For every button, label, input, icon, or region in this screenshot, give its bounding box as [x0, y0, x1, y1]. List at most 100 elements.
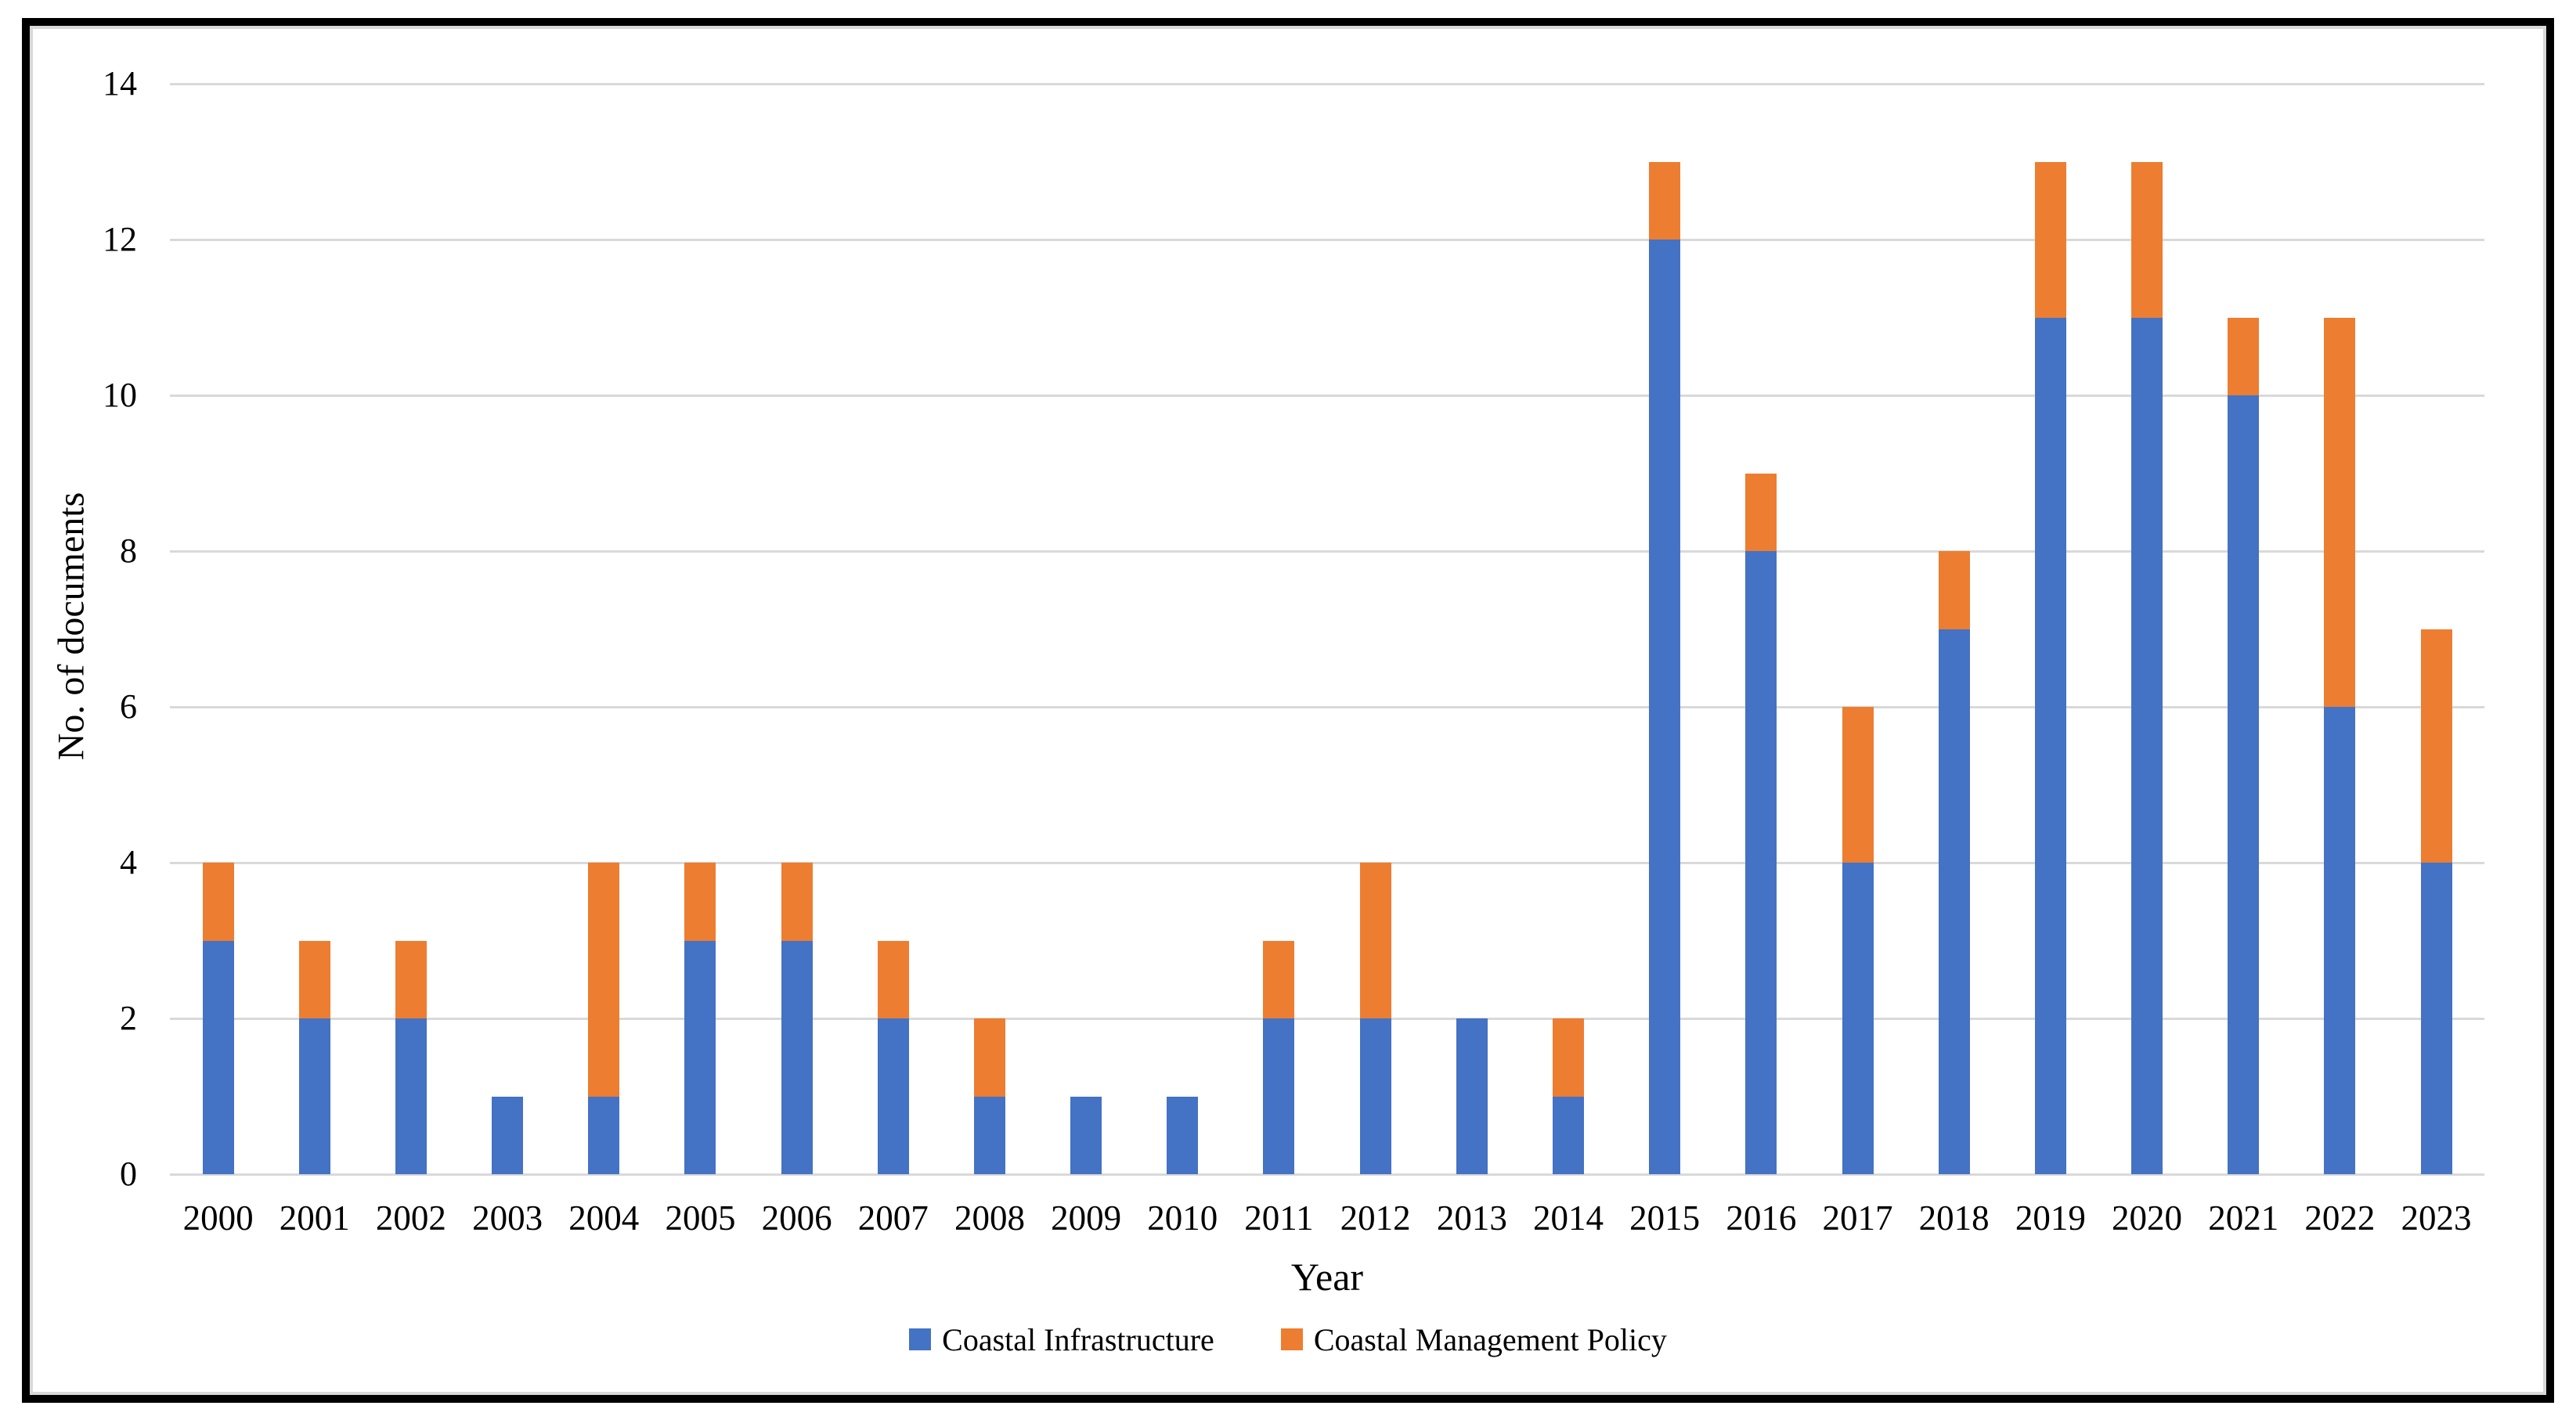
x-tick-label-2004: 2004 [568, 1198, 640, 1238]
bar-segment-policy-2001 [298, 940, 330, 1018]
x-tick-label-2001: 2001 [279, 1198, 350, 1238]
x-tick-label-2014: 2014 [1532, 1198, 1604, 1238]
bar-slot-2015 [1617, 84, 1713, 1174]
x-tick-label-2003: 2003 [472, 1198, 543, 1238]
stacked-bar-2004 [588, 84, 620, 1174]
bar-segment-policy-2021 [2228, 317, 2260, 395]
x-tick-label-2002: 2002 [375, 1198, 446, 1238]
bar-segment-policy-2008 [973, 1018, 1005, 1097]
bar-segment-policy-2022 [2324, 317, 2356, 707]
x-tick-label-2019: 2019 [2015, 1198, 2086, 1238]
bar-segment-infrastructure-2012 [1359, 1018, 1391, 1174]
bar-segment-policy-2007 [877, 940, 909, 1018]
bar-slot-2009 [1038, 84, 1135, 1174]
x-tick-label-2012: 2012 [1340, 1198, 1411, 1238]
bar-slot-2007 [845, 84, 941, 1174]
figure-frame [22, 18, 2554, 1403]
bar-segment-infrastructure-2007 [877, 1018, 909, 1174]
bar-segment-infrastructure-2011 [1263, 1018, 1295, 1174]
x-axis-line [170, 1173, 2484, 1176]
bar-slot-2005 [652, 84, 749, 1174]
x-tick-label-2021: 2021 [2208, 1198, 2279, 1238]
x-tick-label-2000: 2000 [182, 1198, 254, 1238]
bar-segment-infrastructure-2017 [1842, 863, 1874, 1174]
x-tick-label-2013: 2013 [1436, 1198, 1507, 1238]
bar-slot-2010 [1135, 84, 1231, 1174]
bar-slot-2004 [556, 84, 652, 1174]
chart-area-border [30, 26, 2546, 1395]
stacked-bar-2000 [202, 84, 234, 1174]
stacked-bar-2009 [1070, 84, 1102, 1174]
gridline-2 [170, 1017, 2484, 1020]
stacked-bar-2005 [684, 84, 716, 1174]
bar-slot-2011 [1231, 84, 1327, 1174]
y-tick-label-2: 2 [120, 999, 137, 1037]
x-tick-label-2006: 2006 [761, 1198, 832, 1238]
legend-swatch-policy [1280, 1328, 1303, 1350]
bar-segment-infrastructure-2020 [2131, 317, 2163, 1174]
y-tick-label-14: 14 [103, 64, 137, 103]
bar-segment-infrastructure-2022 [2324, 707, 2356, 1174]
stacked-bar-2016 [1745, 84, 1777, 1174]
bar-segment-infrastructure-2005 [684, 940, 716, 1174]
bar-segment-infrastructure-2023 [2420, 863, 2452, 1174]
bar-slot-2020 [2098, 84, 2195, 1174]
y-tick-label-10: 10 [103, 375, 137, 414]
bar-segment-infrastructure-2019 [2034, 317, 2066, 1174]
bar-segment-infrastructure-2016 [1745, 551, 1777, 1174]
stacked-bar-2006 [781, 84, 813, 1174]
gridline-4 [170, 861, 2484, 864]
bar-segment-infrastructure-2002 [395, 1018, 427, 1174]
stacked-bar-2015 [1649, 84, 1681, 1174]
bar-segment-policy-2018 [1938, 551, 1970, 629]
stacked-bar-2013 [1456, 84, 1488, 1174]
bar-segment-infrastructure-2000 [202, 940, 234, 1174]
bar-slot-2014 [1520, 84, 1616, 1174]
bar-slot-2002 [363, 84, 459, 1174]
y-tick-label-12: 12 [103, 219, 137, 258]
legend: Coastal Infrastructure Coastal Managemen… [33, 1317, 2543, 1362]
bar-slot-2022 [2292, 84, 2388, 1174]
bar-slot-2000 [170, 84, 266, 1174]
bar-segment-policy-2023 [2420, 629, 2452, 863]
legend-label-policy: Coastal Management Policy [1313, 1321, 1667, 1357]
x-axis-tick-labels: 2000 2001 2002 2003 2004 2005 2006 2007 2008 2009… [170, 1196, 2484, 1243]
stacked-bar-2001 [298, 84, 330, 1174]
x-axis-title: Year [1290, 1255, 1364, 1299]
stacked-bar-2020 [2131, 84, 2163, 1174]
gridline-6 [170, 705, 2484, 708]
x-tick-label-2005: 2005 [665, 1198, 736, 1238]
x-tick-label-2008: 2008 [954, 1198, 1025, 1238]
bar-segment-policy-2012 [1359, 863, 1391, 1018]
bar-segment-infrastructure-2006 [781, 940, 813, 1174]
x-tick-label-2009: 2009 [1051, 1198, 1122, 1238]
gridline-8 [170, 550, 2484, 553]
gridline-14 [170, 82, 2484, 85]
x-tick-label-2020: 2020 [2112, 1198, 2183, 1238]
x-tick-label-2015: 2015 [1629, 1198, 1701, 1238]
bar-segment-infrastructure-2015 [1649, 240, 1681, 1174]
bar-segment-policy-2006 [781, 863, 813, 941]
bar-slot-2017 [1809, 84, 1906, 1174]
stacked-bar-2011 [1263, 84, 1295, 1174]
stacked-bar-2018 [1938, 84, 1970, 1174]
x-tick-label-2007: 2007 [857, 1198, 929, 1238]
bar-slot-2019 [2002, 84, 2098, 1174]
stacked-bar-2008 [973, 84, 1005, 1174]
bar-segment-policy-2017 [1842, 707, 1874, 863]
stacked-bar-2022 [2324, 84, 2356, 1174]
gridline-10 [170, 394, 2484, 397]
y-tick-label-6: 6 [120, 687, 137, 726]
stacked-bar-2007 [877, 84, 909, 1174]
stacked-bar-2012 [1359, 84, 1391, 1174]
bar-segment-infrastructure-2010 [1167, 1096, 1199, 1174]
x-tick-label-2016: 2016 [1726, 1198, 1797, 1238]
bar-segment-policy-2004 [588, 863, 620, 1097]
x-tick-label-2023: 2023 [2401, 1198, 2472, 1238]
bar-segment-infrastructure-2021 [2228, 395, 2260, 1174]
y-tick-label-4: 4 [120, 843, 137, 881]
stacked-bar-2002 [395, 84, 427, 1174]
bar-slot-2003 [460, 84, 556, 1174]
stacked-bar-2010 [1167, 84, 1199, 1174]
